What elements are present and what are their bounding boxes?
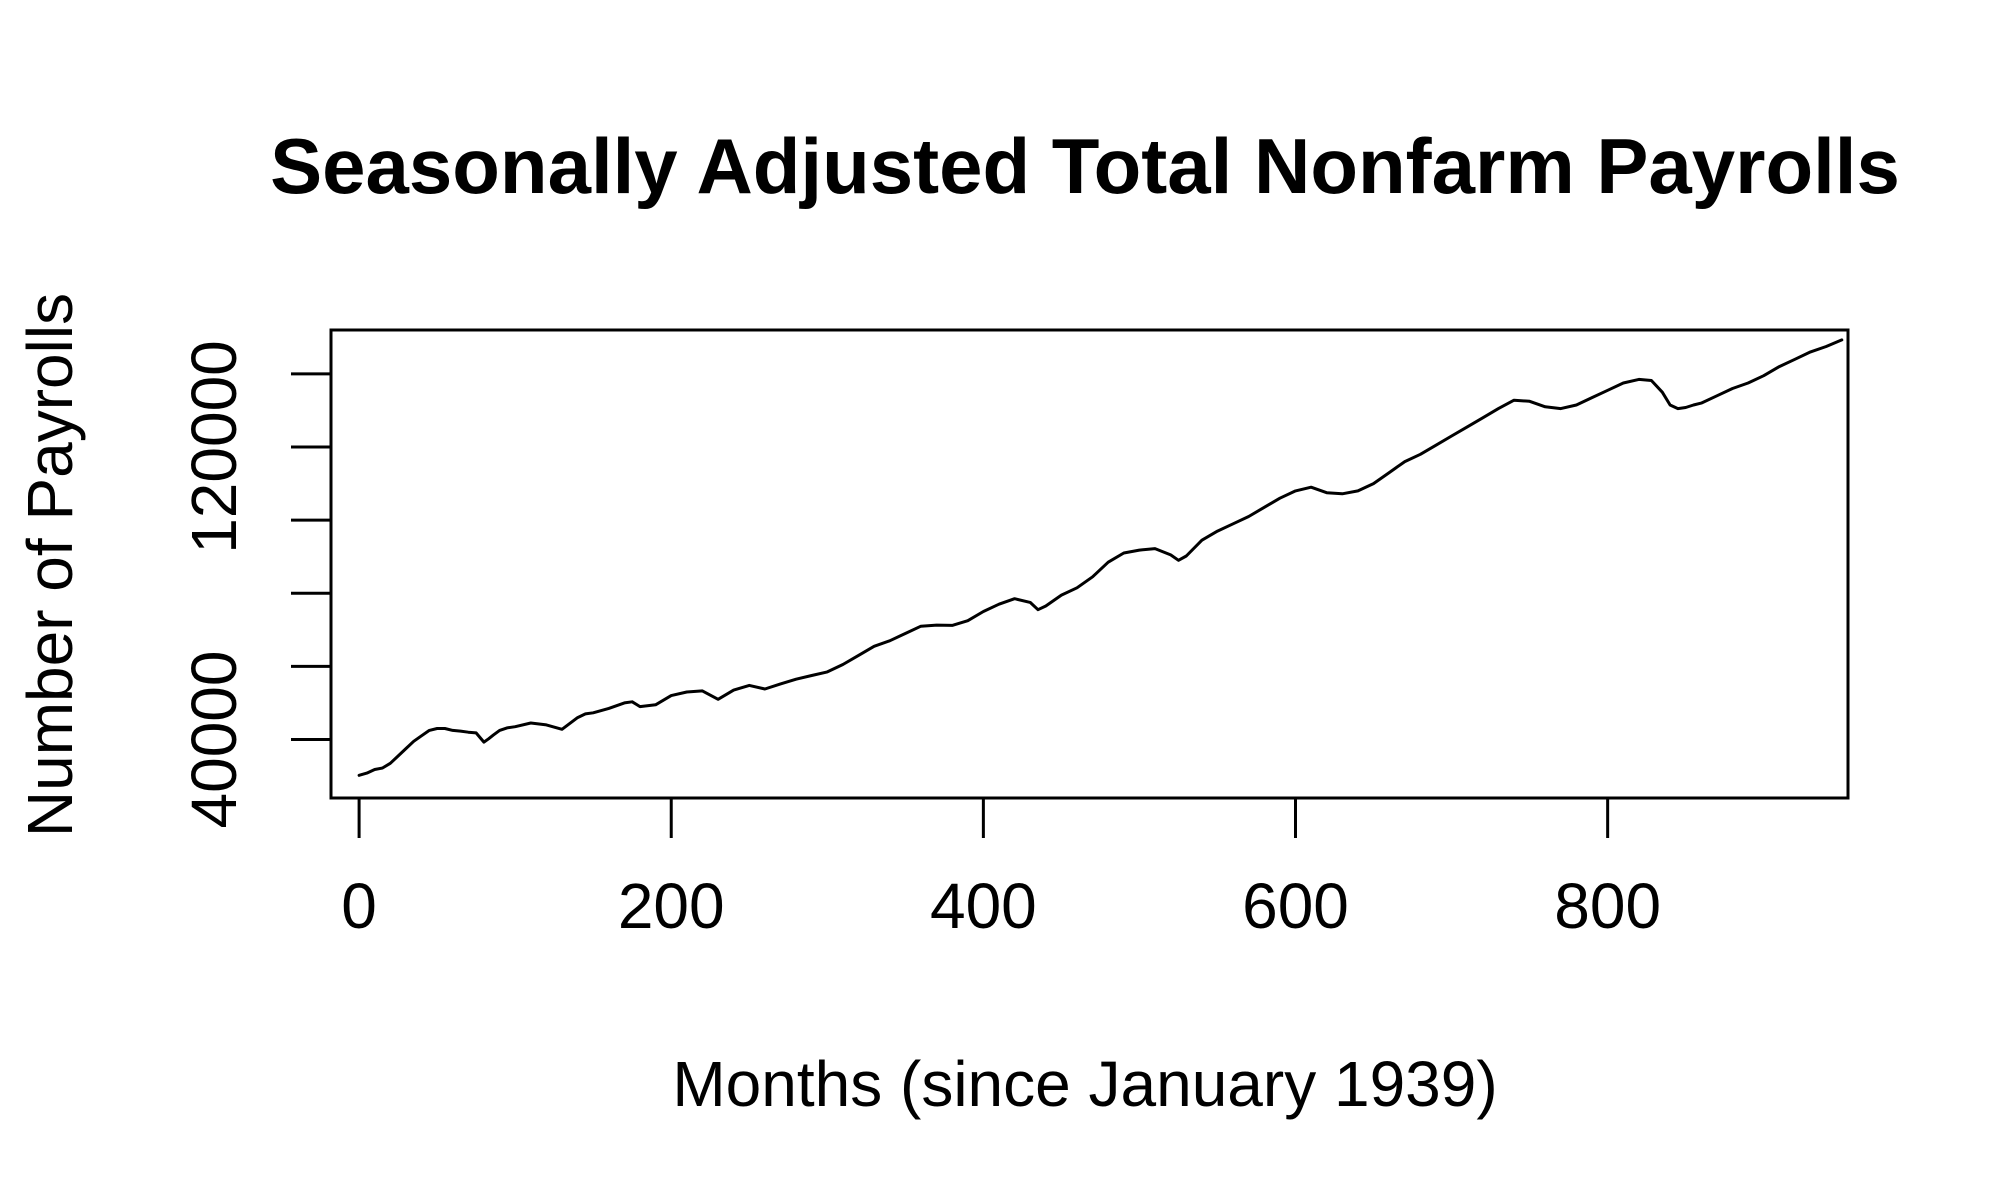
x-tick-label: 400 [930, 870, 1037, 942]
x-tick-label: 600 [1242, 870, 1349, 942]
plot-frame [329, 328, 1850, 800]
payrolls-line [357, 338, 1844, 777]
y-axis-label: Number of Payrolls [14, 293, 86, 837]
x-tick-label: 200 [618, 870, 725, 942]
x-axis-label: Months (since January 1939) [672, 1048, 1497, 1120]
y-tick-label: 120000 [178, 340, 250, 554]
x-axis: 0 200 400 600 800 [341, 798, 1661, 942]
y-axis: 40000 120000 [178, 340, 331, 828]
y-tick-label: 40000 [178, 651, 250, 829]
chart-title: Seasonally Adjusted Total Nonfarm Payrol… [270, 122, 1900, 210]
x-tick-label: 800 [1554, 870, 1661, 942]
x-tick-label: 0 [341, 870, 377, 942]
